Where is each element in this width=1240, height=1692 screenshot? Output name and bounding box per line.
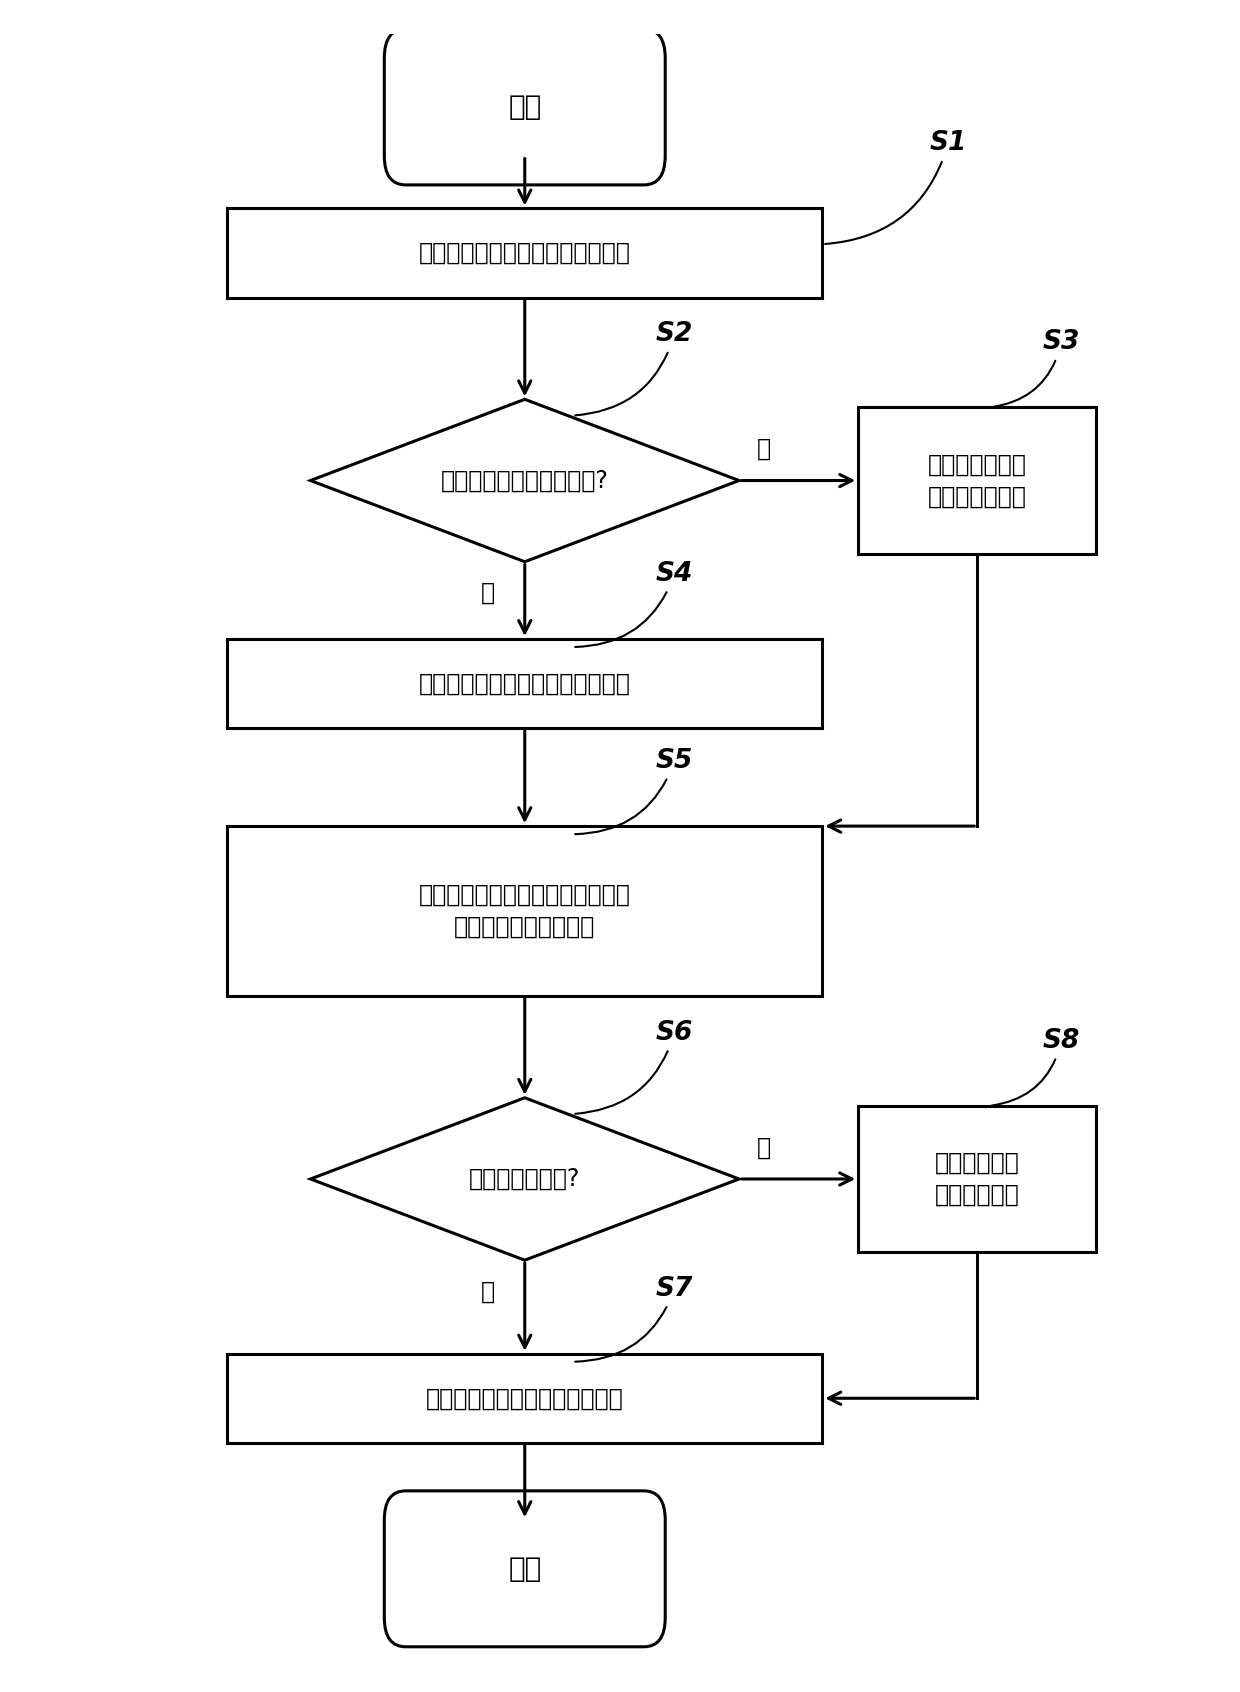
Polygon shape <box>310 399 739 562</box>
Text: 否: 否 <box>756 1135 771 1159</box>
Text: 是: 是 <box>481 582 495 606</box>
FancyBboxPatch shape <box>384 1491 665 1646</box>
Text: 检测到人脸信息?: 检测到人脸信息? <box>469 1167 580 1191</box>
Text: S4: S4 <box>575 562 693 646</box>
FancyBboxPatch shape <box>227 1354 822 1443</box>
Text: 依据历史信息调整检测区域的范围: 依据历史信息调整检测区域的范围 <box>419 672 631 695</box>
Text: 是: 是 <box>481 1279 495 1305</box>
Text: 应用多级级联的检测网络单元对图
像中人脸区域进行检测: 应用多级级联的检测网络单元对图 像中人脸区域进行检测 <box>419 883 631 939</box>
Text: S7: S7 <box>575 1276 693 1362</box>
FancyBboxPatch shape <box>858 1107 1096 1252</box>
Text: 将原始图像作为
检测输入的图像: 将原始图像作为 检测输入的图像 <box>928 453 1027 508</box>
Polygon shape <box>310 1098 739 1261</box>
FancyBboxPatch shape <box>227 640 822 728</box>
Text: 更新历史信息，并输出检测结果: 更新历史信息，并输出检测结果 <box>425 1386 624 1409</box>
Text: 基于历史信息
进行预测补偿: 基于历史信息 进行预测补偿 <box>935 1151 1019 1206</box>
Text: 否: 否 <box>756 437 771 460</box>
FancyBboxPatch shape <box>858 408 1096 553</box>
FancyBboxPatch shape <box>227 826 822 997</box>
FancyBboxPatch shape <box>384 29 665 184</box>
Text: S3: S3 <box>992 330 1080 408</box>
Text: 开始: 开始 <box>508 93 542 120</box>
Text: S8: S8 <box>992 1029 1080 1105</box>
Text: S5: S5 <box>575 748 693 834</box>
Text: S2: S2 <box>575 321 693 415</box>
Text: 历史信息的置信变量置位?: 历史信息的置信变量置位? <box>441 469 609 492</box>
Text: 结束: 结束 <box>508 1555 542 1582</box>
Text: S6: S6 <box>575 1020 693 1113</box>
Text: S1: S1 <box>825 130 967 244</box>
Text: 获取视频数据中一帧原始图像数据: 获取视频数据中一帧原始图像数据 <box>419 242 631 266</box>
FancyBboxPatch shape <box>227 208 822 298</box>
